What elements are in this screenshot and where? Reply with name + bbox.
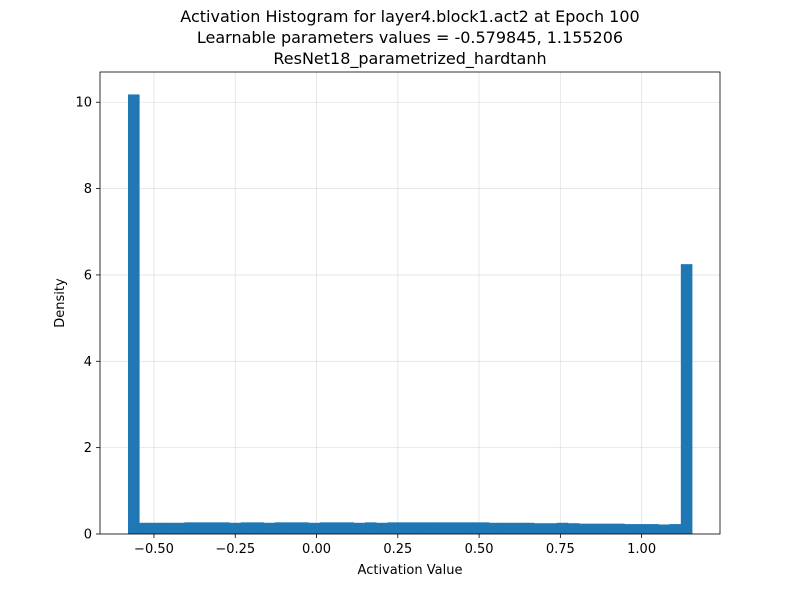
histogram-bar — [545, 523, 558, 534]
histogram-bar — [139, 522, 151, 534]
x-tick-label: −0.25 — [215, 542, 255, 557]
histogram-bar — [331, 522, 343, 534]
histogram-bar — [173, 522, 185, 534]
histogram-bar — [522, 522, 535, 534]
histogram-bar — [455, 522, 467, 534]
histogram-bar — [658, 524, 670, 534]
y-tick-label: 10 — [75, 96, 92, 111]
histogram-bar — [477, 522, 490, 534]
axis-ticks: −0.50 −0.25 0.00 0.25 0.50 0.75 1.00 0 2 4 6 8 10 — [75, 96, 656, 557]
histogram-bar — [319, 522, 332, 534]
histogram-bar — [500, 522, 512, 534]
histogram-bar — [128, 94, 140, 535]
histogram-bar — [342, 522, 354, 534]
histogram-bar — [195, 522, 208, 534]
x-tick-label: 0.50 — [465, 542, 494, 557]
chart-title-line-2: Learnable parameters values = -0.579845,… — [197, 28, 623, 47]
histogram-bar — [624, 524, 636, 534]
histogram-bar — [443, 522, 456, 534]
histogram-bar — [568, 523, 580, 534]
histogram-bar — [398, 522, 411, 534]
histogram-bar — [387, 522, 400, 534]
histogram-bar — [206, 522, 219, 534]
y-tick-label: 6 — [84, 268, 92, 283]
histogram-bar — [432, 522, 445, 534]
histogram-bar — [376, 522, 388, 534]
y-tick-label: 2 — [84, 441, 92, 456]
histogram-bar — [579, 523, 591, 534]
histogram-bar — [635, 524, 648, 534]
histogram-bar — [297, 522, 309, 534]
histogram-bar — [590, 523, 603, 534]
histogram-bar — [161, 522, 174, 534]
y-tick-label: 4 — [84, 355, 92, 370]
histogram-bar — [274, 522, 287, 534]
x-tick-label: −0.50 — [134, 542, 174, 557]
y-axis-label: Density — [53, 278, 68, 328]
x-tick-label: 0.00 — [302, 542, 331, 557]
histogram-bar — [240, 522, 253, 534]
histogram-bar — [534, 523, 546, 534]
histogram-bar — [646, 524, 659, 534]
x-tick-label: 1.00 — [627, 542, 656, 557]
histogram-bar — [489, 522, 501, 534]
histogram-bar — [410, 522, 422, 534]
histogram-bar — [466, 522, 479, 534]
histogram-bar — [511, 522, 524, 534]
histogram-bar — [263, 522, 275, 534]
grid — [100, 72, 720, 535]
plot-frame — [99, 71, 721, 535]
y-tick-label: 0 — [84, 528, 92, 543]
histogram-bar — [353, 522, 366, 534]
histogram-bar — [218, 522, 230, 534]
x-axis-label: Activation Value — [358, 563, 463, 578]
histogram-bar — [285, 522, 298, 534]
histogram-bar — [556, 522, 569, 534]
histogram-bar — [229, 522, 242, 534]
chart-title-line-1: Activation Histogram for layer4.block1.a… — [180, 7, 639, 26]
x-tick-label: 0.75 — [546, 542, 575, 557]
histogram-bar — [184, 522, 197, 534]
histogram-bar — [680, 264, 693, 534]
histogram-bar — [601, 523, 614, 534]
x-tick-label: 0.25 — [383, 542, 412, 557]
chart-title-line-3: ResNet18_parametrized_hardtanh — [273, 49, 546, 69]
histogram-bar — [252, 522, 264, 534]
histogram-bar — [613, 523, 625, 534]
histogram-bar — [669, 524, 682, 534]
histogram-bar — [421, 522, 433, 534]
histogram-bar — [150, 522, 163, 534]
histogram-bar — [364, 522, 377, 534]
histogram-bars — [128, 94, 693, 535]
histogram-bar — [308, 522, 321, 534]
y-tick-label: 8 — [84, 182, 92, 197]
